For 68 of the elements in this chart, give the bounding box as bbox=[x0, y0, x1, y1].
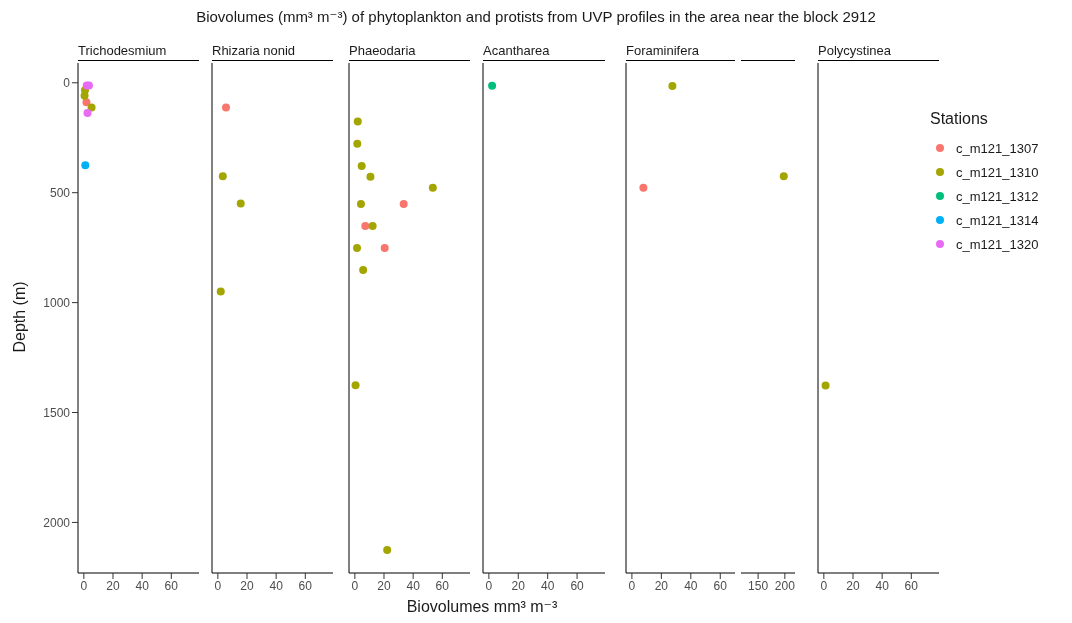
point bbox=[428, 183, 437, 192]
x-tick-label: 40 bbox=[135, 578, 150, 593]
legend-label: c_m121_1314 bbox=[956, 212, 1039, 228]
x-tick-label: 20 bbox=[240, 578, 254, 593]
x-tick-label: 40 bbox=[684, 578, 698, 593]
chart-title: Rhizaria nonid bbox=[212, 43, 333, 61]
chart-title: Phaeodaria bbox=[349, 43, 470, 61]
x-tick-label: 40 bbox=[406, 578, 421, 593]
y-tick-label: 0 bbox=[63, 76, 71, 91]
point bbox=[353, 243, 362, 252]
point bbox=[383, 545, 392, 554]
point bbox=[218, 172, 227, 181]
x-tick-label: 0 bbox=[485, 578, 493, 593]
point bbox=[236, 199, 245, 208]
point bbox=[357, 161, 366, 170]
legend-label: c_m121_1307 bbox=[956, 140, 1039, 156]
text: Biovolumes (mm³ m⁻³) of phytoplankton and protists from UVP profiles in the area near the block 2912 bbox=[195, 8, 877, 26]
x-tick-label: 20 bbox=[511, 578, 526, 593]
x-tick-label: 60 bbox=[164, 578, 179, 593]
legend-label: c_m121_1320 bbox=[956, 236, 1039, 252]
chart-title: Foraminifera bbox=[626, 43, 735, 61]
point bbox=[361, 222, 370, 231]
x-tick-label: 20 bbox=[846, 578, 860, 593]
x-tick-label: 40 bbox=[875, 578, 890, 593]
x-tick-label: 20 bbox=[654, 578, 669, 593]
point bbox=[359, 266, 368, 275]
y-axis-title: Depth (m) bbox=[11, 280, 29, 355]
y-tick-label: 2000 bbox=[43, 515, 71, 530]
chart-title: Polycystinea bbox=[818, 43, 939, 61]
x-tick-label: 0 bbox=[214, 578, 222, 593]
chart-title: Acantharea bbox=[483, 43, 605, 61]
legend-label: c_m121_1312 bbox=[956, 188, 1039, 204]
x-tick-label: 20 bbox=[377, 578, 391, 593]
x-tick-label: 0 bbox=[820, 578, 828, 593]
point bbox=[80, 91, 89, 100]
x-tick-label: 150 bbox=[748, 578, 769, 593]
x-tick-label: 0 bbox=[80, 578, 88, 593]
y-tick-label: 1000 bbox=[43, 295, 71, 310]
y-tick-label: 1500 bbox=[43, 405, 71, 420]
legend-title: Stations bbox=[930, 110, 989, 128]
point bbox=[356, 199, 365, 208]
point bbox=[222, 103, 230, 112]
legend-label: c_m121_1310 bbox=[956, 164, 1039, 180]
x-tick-label: 200 bbox=[774, 578, 796, 593]
x-tick-label: 60 bbox=[298, 578, 313, 593]
x-tick-label: 60 bbox=[713, 578, 728, 593]
point bbox=[83, 109, 92, 118]
x-tick-label: 40 bbox=[540, 578, 555, 593]
point bbox=[353, 139, 362, 148]
x-tick-label: 60 bbox=[435, 578, 450, 593]
y-tick-label: 500 bbox=[49, 185, 71, 200]
point bbox=[351, 381, 360, 390]
point bbox=[380, 243, 389, 252]
x-tick-label: 0 bbox=[351, 578, 359, 593]
point bbox=[353, 117, 362, 126]
point bbox=[368, 222, 377, 231]
point bbox=[216, 287, 225, 296]
x-tick-label: 0 bbox=[628, 578, 636, 593]
x-tick-label: 60 bbox=[570, 578, 585, 593]
point bbox=[399, 199, 408, 208]
point bbox=[81, 161, 90, 170]
x-tick-label: 40 bbox=[269, 578, 284, 593]
point bbox=[366, 172, 375, 181]
chart-title: Trichodesmium bbox=[78, 43, 199, 61]
x-tick-label: 20 bbox=[106, 578, 120, 593]
point bbox=[87, 103, 96, 112]
x-tick-label: 60 bbox=[904, 578, 919, 593]
x-axis-title: Biovolumes mm³ m⁻³ bbox=[405, 597, 559, 616]
